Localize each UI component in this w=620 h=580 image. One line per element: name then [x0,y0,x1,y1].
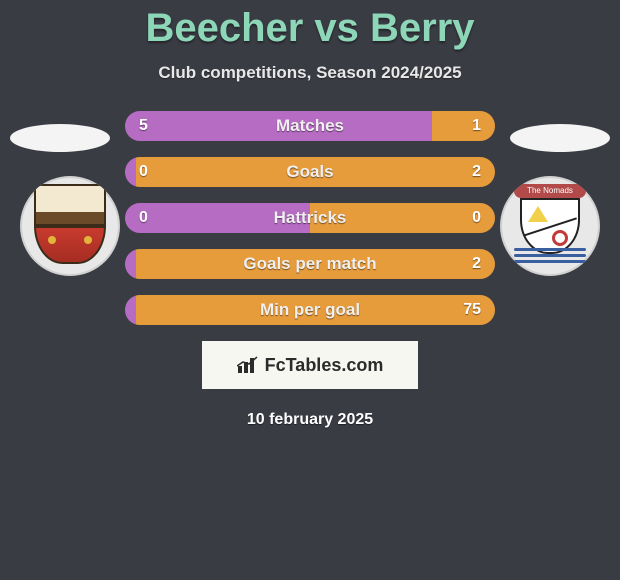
stat-right-fill [136,157,495,187]
stat-left-fill [125,249,136,279]
left-club-crest [20,176,120,276]
stat-right-fill [136,295,495,325]
stat-row: Hattricks00 [125,203,495,233]
stat-left-fill [125,203,310,233]
crest-ribbon: The Nomads [514,184,586,198]
left-player-base [10,124,110,152]
bar-chart-icon [237,356,259,374]
stat-right-fill [136,249,495,279]
stat-left-fill [125,295,136,325]
crest-right-icon: The Nomads [506,182,594,270]
brand-badge: FcTables.com [202,341,418,389]
stat-row: Matches51 [125,111,495,141]
stat-row: Goals per match2 [125,249,495,279]
brand-text: FcTables.com [265,355,384,376]
stat-row: Goals02 [125,157,495,187]
right-player-base [510,124,610,152]
crest-left-icon [34,184,106,268]
stat-left-fill [125,111,432,141]
stat-row: Min per goal75 [125,295,495,325]
stat-right-fill [310,203,495,233]
date-text: 10 february 2025 [0,411,620,429]
page-subtitle: Club competitions, Season 2024/2025 [0,63,620,83]
page-title: Beecher vs Berry [0,0,620,51]
stat-left-fill [125,157,136,187]
stat-right-fill [432,111,495,141]
stats-bars: Matches51 Goals02 Hattricks00 Goals per mat… [125,111,495,325]
right-club-crest: The Nomads [500,176,600,276]
